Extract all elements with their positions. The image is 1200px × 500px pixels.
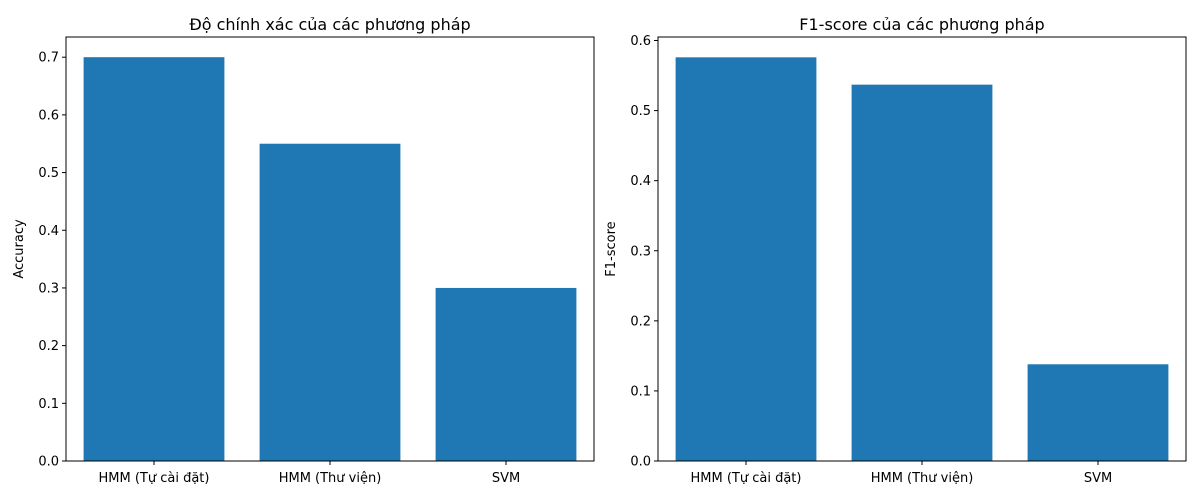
x-tick-label: HMM (Tự cài đặt) xyxy=(99,471,210,486)
y-tick-label: 0.4 xyxy=(630,174,651,189)
chart-title: Độ chính xác của các phương pháp xyxy=(189,15,470,34)
y-tick-label: 0.6 xyxy=(630,34,651,49)
y-axis-label: F1-score xyxy=(604,221,619,276)
f1-score-chart: F1-score của các phương pháp F1-score 0.… xyxy=(604,15,1187,486)
bar xyxy=(259,143,401,462)
x-tick-label: HMM (Thư viện) xyxy=(871,471,974,486)
bar xyxy=(83,57,225,461)
y-tick-label: 0.0 xyxy=(630,455,651,470)
x-tick-label: HMM (Tự cài đặt) xyxy=(691,471,802,486)
bar xyxy=(851,84,993,462)
chart-title: F1-score của các phương pháp xyxy=(799,15,1044,34)
y-tick-label: 0.6 xyxy=(38,108,59,123)
y-tick-label: 0.1 xyxy=(630,384,651,399)
y-tick-label: 0.2 xyxy=(38,339,59,354)
x-tick-label: HMM (Thư viện) xyxy=(279,471,382,486)
y-tick-label: 0.7 xyxy=(38,51,59,66)
bar xyxy=(1027,364,1169,461)
y-tick-label: 0.1 xyxy=(38,397,59,412)
y-tick-label: 0.3 xyxy=(38,281,59,296)
x-tick-label: SVM xyxy=(1084,471,1112,486)
bar xyxy=(435,287,577,461)
y-axis-label: Accuracy xyxy=(12,219,27,279)
y-tick-label: 0.3 xyxy=(630,244,651,259)
y-tick-label: 0.5 xyxy=(38,166,59,181)
y-tick-label: 0.2 xyxy=(630,314,651,329)
y-tick-label: 0.5 xyxy=(630,104,651,119)
x-tick-label: SVM xyxy=(492,471,520,486)
bar xyxy=(675,57,817,461)
accuracy-chart: Độ chính xác của các phương pháp Accurac… xyxy=(12,15,595,486)
y-tick-label: 0.4 xyxy=(38,224,59,239)
y-tick-label: 0.0 xyxy=(38,455,59,470)
